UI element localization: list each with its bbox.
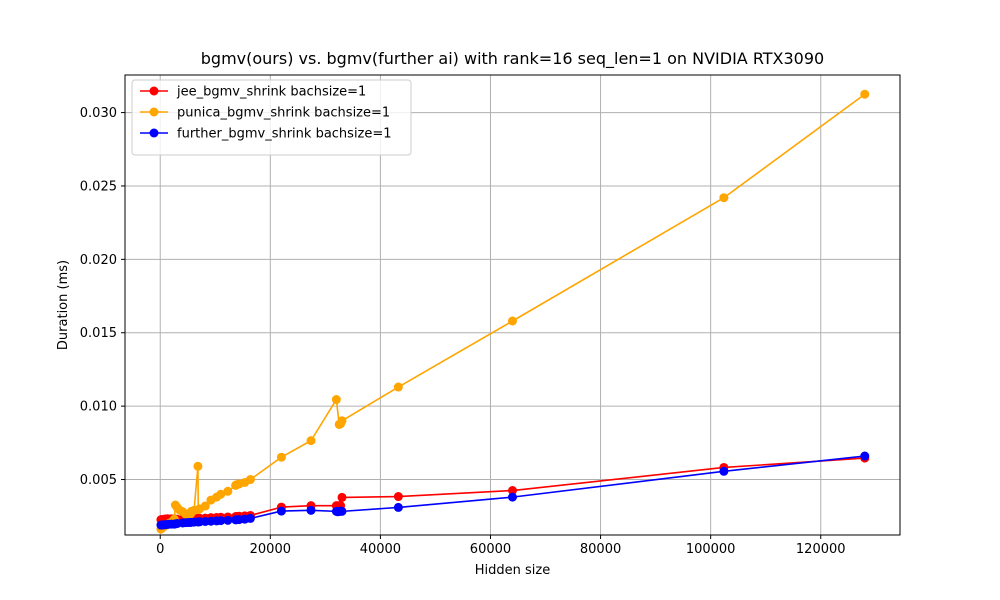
series-2 [156,89,870,534]
data-point [860,451,870,461]
data-point [337,416,347,426]
data-point [337,492,347,502]
x-tick-label: 20000 [250,542,291,557]
data-point [393,502,403,512]
data-point [719,466,729,476]
y-axis-label: Duration (ms) [56,260,71,350]
data-point [223,486,233,496]
data-point [276,452,286,462]
legend-marker [149,107,159,117]
x-tick-label: 120000 [796,542,846,557]
data-point [245,513,255,523]
data-point [331,395,341,405]
legend-marker [149,128,159,138]
axis-ticks: 0 20000 40000 60000 80000 100000 120000 0.005 0.… [80,106,846,557]
data-point [393,492,403,502]
y-tick-label: 0.010 [80,400,117,415]
data-point [245,475,255,485]
x-tick-label: 40000 [360,542,401,557]
legend-entry: punica_bgmv_shrink bachsize=1 [140,106,390,121]
data-point [508,316,517,326]
data-point [860,89,870,99]
x-tick-label: 60000 [470,542,511,557]
data-point [223,515,233,525]
data-point [200,501,210,511]
y-tick-label: 0.020 [80,253,117,268]
legend-label: jee_bgmv_shrink bachsize=1 [176,85,366,100]
legend-label: punica_bgmv_shrink bachsize=1 [177,106,390,121]
data-point [306,505,316,515]
y-tick-label: 0.025 [80,179,117,194]
series-3 [156,451,870,530]
x-tick-label: 100000 [686,542,736,557]
x-axis-label: Hidden size [475,563,550,578]
data-point [216,489,226,499]
x-tick-label: 0 [156,542,164,557]
legend-entry: jee_bgmv_shrink bachsize=1 [140,85,366,100]
data-point [276,506,286,516]
series-lines [156,89,870,534]
data-point [719,193,729,203]
legend-entry: further_bgmv_shrink bachsize=1 [140,127,392,142]
legend-label: further_bgmv_shrink bachsize=1 [177,127,392,142]
data-point [393,382,403,392]
data-point [508,492,517,502]
data-point [193,461,203,471]
chart-title: bgmv(ours) vs. bgmv(further ai) with ran… [201,49,824,69]
data-point [337,506,347,516]
data-point [306,436,316,446]
y-tick-label: 0.015 [80,326,117,341]
y-tick-label: 0.005 [80,473,117,488]
y-tick-label: 0.030 [80,106,117,121]
x-tick-label: 80000 [580,542,621,557]
legend-marker [149,86,159,96]
plot-frame [124,74,901,536]
data-point [216,516,226,526]
legend-box [131,79,412,156]
data-point [508,486,517,496]
legend: jee_bgmv_shrink bachsize=1 punica_bgmv_sh… [131,79,412,156]
